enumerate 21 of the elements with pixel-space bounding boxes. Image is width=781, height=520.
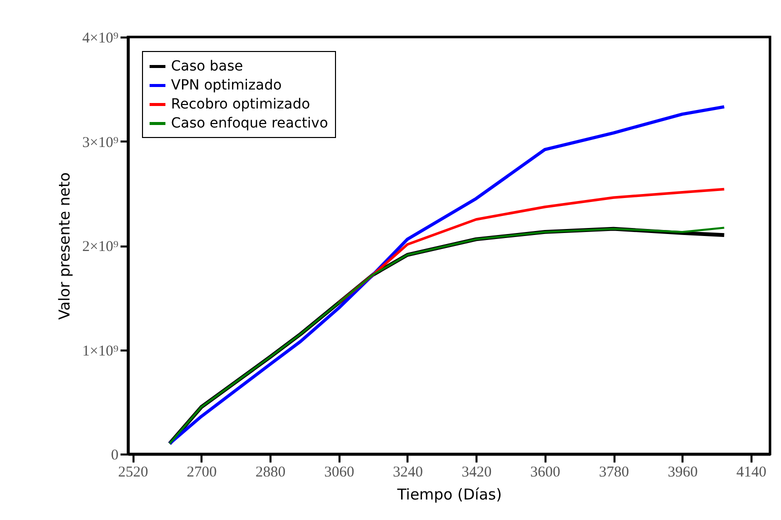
y-tick-label: 3×10⁹ (82, 134, 118, 151)
legend-label: Recobro optimizado (171, 96, 310, 112)
x-tick-label: 3420 (462, 464, 492, 480)
y-tick-label: 1×10⁹ (82, 343, 118, 360)
x-axis-title: Tiempo (Días) (396, 486, 502, 504)
x-tick-label: 4140 (736, 464, 766, 480)
y-tick-label: 4×10⁹ (82, 30, 118, 46)
x-tick-label: 2880 (255, 464, 286, 480)
y-tick-label: 2×10⁹ (82, 239, 118, 255)
y-axis-title: Valor presente neto (55, 172, 74, 320)
legend-label: VPN optimizado (171, 78, 282, 94)
x-tick-label: 2520 (118, 464, 148, 480)
x-tick-label: 3600 (530, 464, 560, 480)
x-tick-label: 3780 (599, 464, 630, 480)
x-tick-label: 3240 (392, 464, 423, 480)
x-tick-label: 3060 (324, 464, 354, 480)
x-tick-label: 2700 (186, 464, 217, 480)
legend-label: Caso base (171, 58, 244, 74)
x-tick-label: 3960 (668, 464, 698, 480)
y-tick-label: 0 (111, 448, 118, 464)
legend-label: Caso enfoque reactivo (171, 116, 328, 132)
